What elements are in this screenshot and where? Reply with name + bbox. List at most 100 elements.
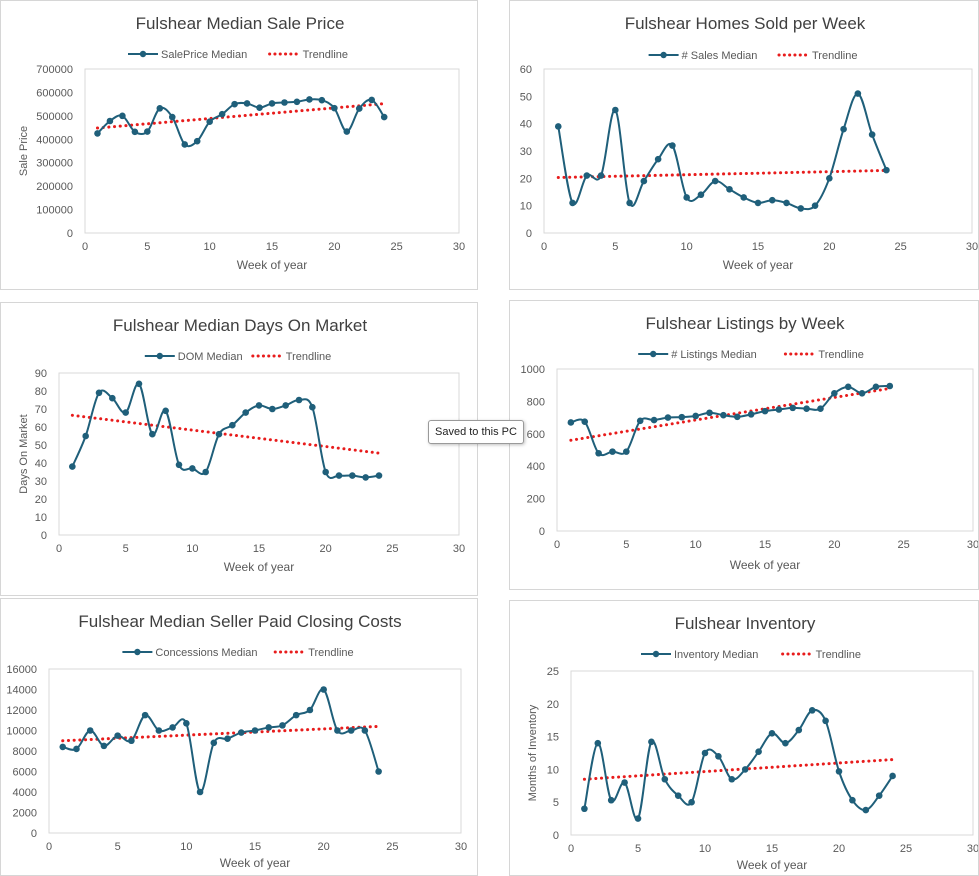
y-tick-label: 600000 xyxy=(36,87,73,99)
chart-svg: Fulshear Homes Sold per Week # Sales Medi… xyxy=(520,14,978,272)
chart-title: Fulshear Inventory xyxy=(675,614,816,633)
y-tick-label: 80 xyxy=(35,386,47,398)
data-point xyxy=(636,417,644,425)
y-tick-label: 700000 xyxy=(36,64,73,76)
data-point xyxy=(279,722,286,729)
x-tick-label: 0 xyxy=(82,241,88,253)
data-point xyxy=(361,727,369,734)
x-tick-label: 20 xyxy=(823,241,835,253)
chart-panel-days-on-market[interactable]: Fulshear Median Days On Market DOM Median… xyxy=(0,302,478,596)
chart-panel-inventory[interactable]: Fulshear Inventory Inventory Median Trendl… xyxy=(509,600,979,876)
data-point xyxy=(581,805,588,813)
data-point xyxy=(162,407,169,415)
chart-legend: Inventory Median Trendline xyxy=(641,649,861,661)
x-tick-label: 25 xyxy=(386,841,398,853)
data-point xyxy=(775,406,783,413)
chart-svg: Fulshear Median Sale Price SalePrice Medi… xyxy=(18,14,465,272)
data-point xyxy=(122,409,129,416)
data-point xyxy=(795,726,803,734)
data-point xyxy=(128,737,135,745)
y-tick-label: 500000 xyxy=(36,111,73,123)
data-point xyxy=(654,155,662,163)
data-point xyxy=(706,409,713,417)
data-point xyxy=(594,739,602,747)
data-point xyxy=(169,724,176,731)
y-tick-label: 20 xyxy=(547,699,559,711)
data-point xyxy=(609,448,616,455)
data-point xyxy=(678,413,686,421)
y-tick-label: 200 xyxy=(527,494,545,506)
chart-panel-homes-sold[interactable]: Fulshear Homes Sold per Week # Sales Medi… xyxy=(509,0,979,290)
x-tick-label: 20 xyxy=(828,539,840,551)
data-point xyxy=(697,191,705,199)
data-point xyxy=(114,732,121,739)
chart-legend: DOM Median Trendline xyxy=(144,351,331,363)
data-point xyxy=(343,128,351,135)
data-point xyxy=(320,686,327,693)
trendline xyxy=(61,724,381,743)
data-point xyxy=(183,720,190,727)
data-point xyxy=(826,175,833,182)
data-point xyxy=(669,142,676,149)
chart-panel-sale-price[interactable]: Fulshear Median Sale Price SalePrice Medi… xyxy=(0,0,478,290)
data-point xyxy=(683,194,690,201)
y-tick-label: 100000 xyxy=(36,205,73,217)
data-point xyxy=(595,449,602,457)
x-tick-label: 10 xyxy=(186,543,198,555)
legend-series-label: # Listings Median xyxy=(671,349,757,361)
data-point xyxy=(193,137,201,145)
data-point xyxy=(844,383,852,391)
y-axis-label: Days On Market xyxy=(18,414,30,493)
data-point xyxy=(119,112,126,120)
x-axis-label: Week of year xyxy=(220,856,290,870)
x-tick-label: 25 xyxy=(898,539,910,551)
y-tick-label: 30 xyxy=(520,146,532,158)
y-tick-label: 5 xyxy=(553,797,559,809)
x-tick-label: 5 xyxy=(115,841,121,853)
y-tick-label: 0 xyxy=(526,228,532,240)
data-point xyxy=(281,99,288,106)
plot-area xyxy=(48,668,462,834)
data-point xyxy=(583,172,591,179)
y-tick-label: 10 xyxy=(35,512,47,524)
data-point xyxy=(306,96,313,103)
y-axis-label: Months of Inventory xyxy=(527,704,539,801)
data-point xyxy=(141,711,149,719)
data-point xyxy=(597,172,605,179)
data-point xyxy=(868,131,876,138)
data-point xyxy=(218,110,226,118)
legend-series-label: DOM Median xyxy=(178,351,243,363)
data-point xyxy=(747,411,755,418)
data-point xyxy=(803,405,810,412)
data-point xyxy=(840,125,847,133)
data-point xyxy=(131,128,139,136)
data-point xyxy=(650,416,658,424)
y-tick-label: 40 xyxy=(35,458,47,470)
x-tick-label: 0 xyxy=(554,539,560,551)
data-point xyxy=(255,402,263,409)
data-point xyxy=(768,730,776,737)
trendline xyxy=(569,386,892,442)
x-tick-label: 20 xyxy=(328,241,340,253)
data-point xyxy=(237,729,245,736)
x-tick-label: 30 xyxy=(967,843,979,855)
plot-area xyxy=(570,670,974,836)
y-tick-label: 0 xyxy=(31,828,37,840)
data-point xyxy=(155,727,163,734)
chart-svg: Fulshear Inventory Inventory Median Trendl… xyxy=(527,614,979,872)
data-point xyxy=(380,113,388,121)
data-point xyxy=(849,796,856,804)
chart-panel-listings[interactable]: Fulshear Listings by Week # Listings Medi… xyxy=(509,300,979,590)
data-point xyxy=(701,749,709,757)
series-line xyxy=(62,688,380,794)
y-tick-label: 1000 xyxy=(521,364,545,376)
data-point xyxy=(335,472,343,479)
chart-panel-closing-costs[interactable]: Fulshear Median Seller Paid Closing Cost… xyxy=(0,598,478,876)
data-point xyxy=(711,177,719,185)
data-point xyxy=(362,474,369,481)
legend-series-label: # Sales Median xyxy=(682,50,758,62)
series-line xyxy=(557,92,888,211)
y-tick-label: 16000 xyxy=(6,664,37,676)
x-tick-label: 5 xyxy=(623,539,629,551)
